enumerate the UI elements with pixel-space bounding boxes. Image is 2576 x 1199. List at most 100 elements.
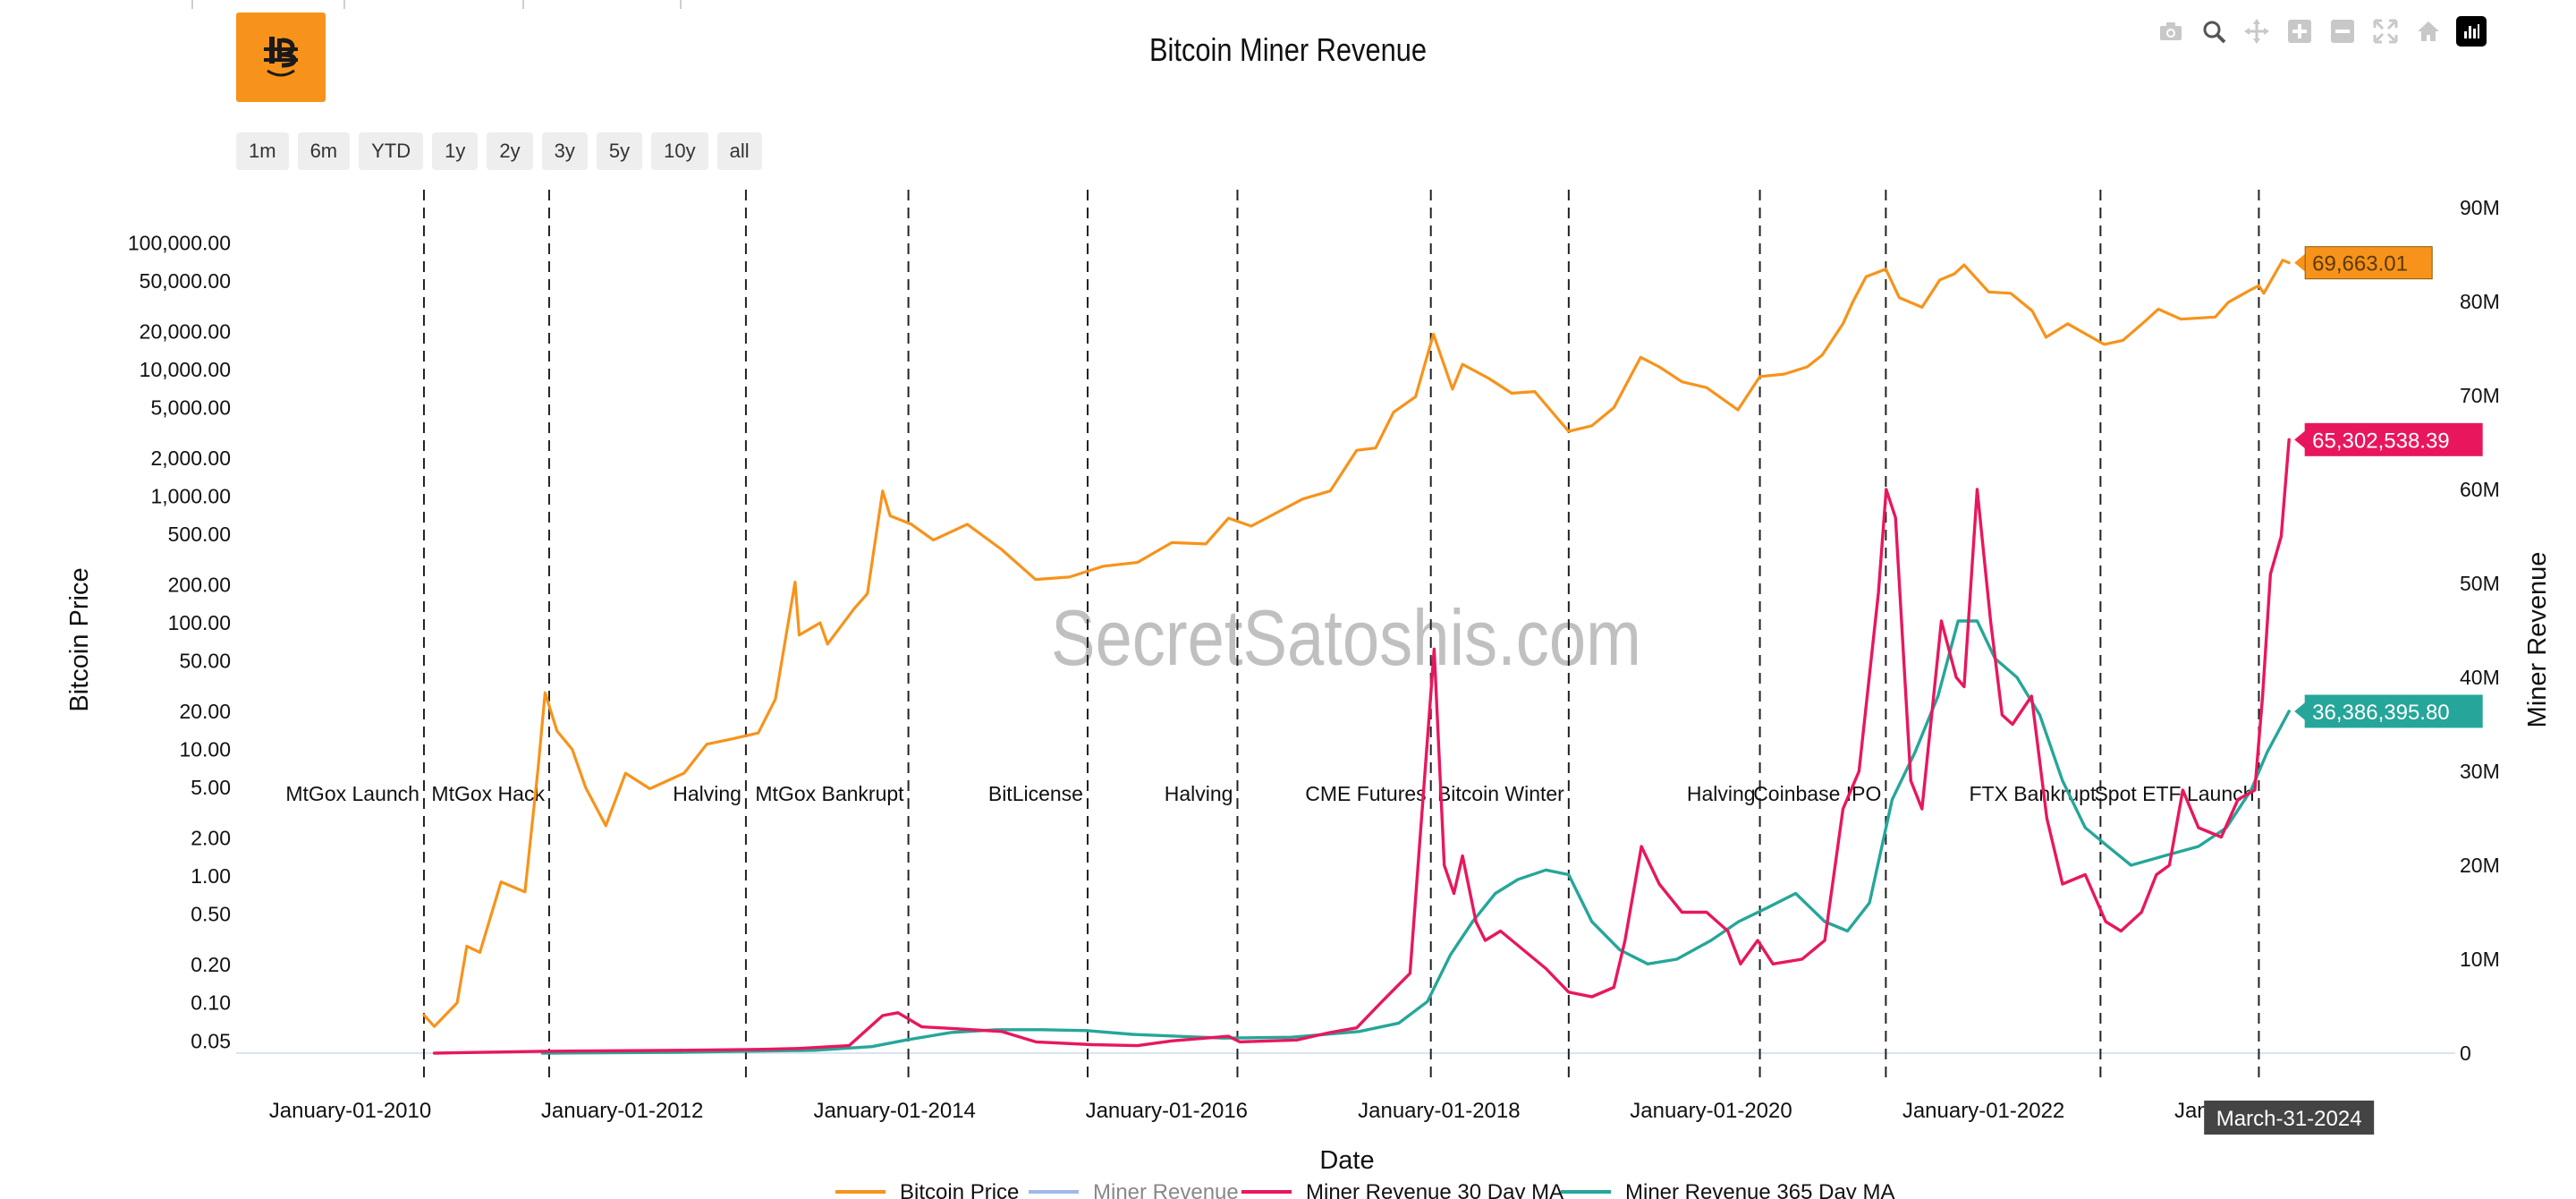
event-label: BitLicense xyxy=(988,782,1083,805)
y-left-tick-label: 5.00 xyxy=(191,776,231,799)
y-left-tick-label: 50,000.00 xyxy=(140,269,231,293)
events-layer: MtGox Launch MtGox Hack Halving MtGox Bankr… xyxy=(285,190,2260,1084)
label-box xyxy=(2304,246,2433,280)
range-button-10y[interactable]: 10y xyxy=(651,132,708,170)
y-right-tick-label: 10M xyxy=(2460,948,2500,971)
y-left-tick-label: 10,000.00 xyxy=(140,358,231,381)
y-left-tick-label: 2,000.00 xyxy=(150,446,231,470)
y-left-tick-label: 20.00 xyxy=(179,700,231,723)
range-button-all[interactable]: all xyxy=(716,132,762,170)
y-right-axis-label: Miner Revenue xyxy=(2523,552,2552,728)
ticks-layer: January-01-2010 January-01-2012 January-01… xyxy=(128,196,2500,1123)
event-label: Spot ETF Launch xyxy=(2094,782,2254,805)
legend-item[interactable]: Bitcoin Price xyxy=(835,1180,1019,1199)
miner-revenue-365-day-ma-line[interactable] xyxy=(540,619,2291,1055)
chart-title: Bitcoin Miner Revenue xyxy=(1149,31,1427,68)
modebar xyxy=(2156,16,2487,47)
range-selector: 1m 6m YTD 1y 2y 3y 5y 10y all xyxy=(236,132,762,170)
label-pointer xyxy=(2294,253,2306,272)
event-label: FTX Bankrupt xyxy=(1969,782,2096,805)
last-value-label: 65,302,538.39 xyxy=(2294,422,2483,456)
y-right-tick-label: 40M xyxy=(2460,666,2500,689)
y-left-tick-label: 1,000.00 xyxy=(150,485,231,508)
x-tick-label: January-01-2012 xyxy=(541,1099,703,1123)
zoom-icon[interactable] xyxy=(2199,16,2229,47)
y-left-tick-label: 5,000.00 xyxy=(150,396,231,420)
range-button-3y[interactable]: 3y xyxy=(541,132,588,170)
y-left-tick-label: 500.00 xyxy=(168,523,231,546)
event-label: MtGox Bankrupt xyxy=(755,782,904,805)
last-value-labels: 69,663.01 65,302,538.39 36,386,395.80 March… xyxy=(2204,246,2483,1135)
y-right-tick-label: 60M xyxy=(2460,478,2500,501)
legend-item[interactable]: Miner Revenue 30 Day MA xyxy=(1241,1180,1563,1199)
x-axis-label: Date xyxy=(1319,1146,1374,1175)
y-left-tick-label: 50.00 xyxy=(179,650,231,673)
autoscale-icon[interactable] xyxy=(2370,16,2401,47)
event-label: MtGox Launch xyxy=(285,782,419,805)
y-left-tick-label: 20,000.00 xyxy=(140,319,231,343)
event-label: Bitcoin Winter xyxy=(1437,782,1564,805)
label-box xyxy=(2304,422,2483,456)
y-right-tick-label: 0 xyxy=(2460,1042,2471,1065)
x-tick-label: January-01-2010 xyxy=(269,1099,431,1123)
y-right-tick-label: 90M xyxy=(2460,196,2500,219)
y-right-tick-label: 80M xyxy=(2460,290,2500,313)
x-tick-label: January-01-2014 xyxy=(813,1099,975,1123)
y-left-tick-label: 200.00 xyxy=(168,573,231,596)
legend-label: Bitcoin Price xyxy=(900,1180,1019,1199)
y-left-tick-label: 0.20 xyxy=(191,953,231,976)
last-value-label: 69,663.01 xyxy=(2294,246,2433,280)
legend-label: Miner Revenue xyxy=(1093,1180,1239,1199)
event-label: Halving xyxy=(673,782,741,805)
range-button-1m[interactable]: 1m xyxy=(236,132,289,170)
hover-box xyxy=(2204,1101,2375,1135)
event-label: Coinbase IPO xyxy=(1753,782,1881,805)
y-left-tick-label: 0.50 xyxy=(191,903,231,926)
label-text: 69,663.01 xyxy=(2312,252,2408,276)
y-left-tick-label: 10.00 xyxy=(179,738,231,761)
x-tick-label: January-01-2020 xyxy=(1630,1099,1792,1123)
last-value-label: 36,386,395.80 xyxy=(2294,694,2483,728)
legend-item[interactable]: Miner Revenue xyxy=(1029,1180,1239,1199)
y-left-tick-label: 100.00 xyxy=(168,611,231,634)
bitcoin-price-line[interactable] xyxy=(422,259,2291,1028)
legend-item[interactable]: Miner Revenue 365 Day MA xyxy=(1561,1180,1894,1199)
label-pointer xyxy=(2294,430,2306,449)
zoom-out-icon[interactable] xyxy=(2327,16,2358,47)
y-left-tick-label: 0.10 xyxy=(191,991,231,1015)
reset-axes-icon[interactable] xyxy=(2413,16,2444,47)
label-text: 65,302,538.39 xyxy=(2312,429,2449,453)
y-left-tick-label: 2.00 xyxy=(191,827,231,850)
event-label: CME Futures xyxy=(1305,782,1426,805)
range-button-2y[interactable]: 2y xyxy=(487,132,533,170)
miner-revenue-30-day-ma-line[interactable] xyxy=(432,438,2291,1055)
y-right-tick-label: 50M xyxy=(2460,572,2500,595)
y-left-tick-label: 0.05 xyxy=(191,1029,231,1052)
range-button-ytd[interactable]: YTD xyxy=(359,132,424,170)
x-tick-label: January-01-2022 xyxy=(1902,1099,2064,1123)
logo-icon[interactable] xyxy=(2456,16,2487,47)
y-left-tick-label: 1.00 xyxy=(191,864,231,888)
x-tick-label: January-01-2018 xyxy=(1358,1099,1520,1123)
watermark: SecretSatoshis.com xyxy=(1051,593,1641,682)
range-button-1y[interactable]: 1y xyxy=(432,132,479,170)
label-text: 36,386,395.80 xyxy=(2312,701,2449,725)
camera-icon[interactable] xyxy=(2156,16,2186,47)
y-left-axis-label: Bitcoin Price xyxy=(65,567,94,711)
label-box xyxy=(2304,694,2483,728)
zoom-in-icon[interactable] xyxy=(2284,16,2315,47)
bitcoin-logo-icon xyxy=(264,37,298,77)
range-button-5y[interactable]: 5y xyxy=(596,132,643,170)
y-right-tick-label: 70M xyxy=(2460,384,2500,407)
pan-icon[interactable] xyxy=(2241,16,2272,47)
range-button-6m[interactable]: 6m xyxy=(297,132,351,170)
legend-label: Miner Revenue 365 Day MA xyxy=(1625,1180,1894,1199)
legend-label: Miner Revenue 30 Day MA xyxy=(1306,1180,1563,1199)
event-label: Halving xyxy=(1687,782,1756,805)
y-right-tick-label: 20M xyxy=(2460,854,2500,877)
y-left-tick-label: 100,000.00 xyxy=(128,231,231,254)
hover-date-label: March-31-2024 xyxy=(2204,1101,2375,1135)
x-tick-label: January-01-2016 xyxy=(1086,1099,1248,1123)
series-layer xyxy=(422,259,2291,1055)
